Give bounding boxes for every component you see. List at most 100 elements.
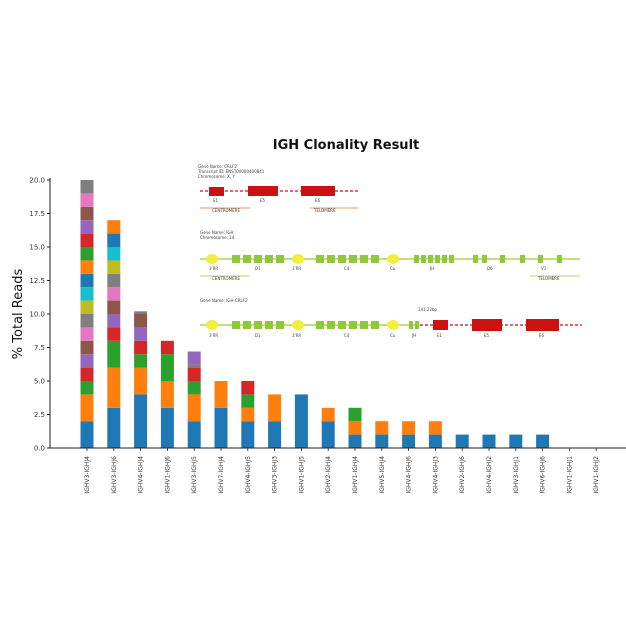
y-tick-label: 17.5 [29, 210, 45, 218]
igh-segment [349, 321, 357, 329]
bar-segment [187, 394, 201, 422]
igh-segment [338, 255, 346, 263]
gene3-label-4: C4 [344, 333, 350, 338]
bar-segment [134, 394, 148, 448]
igh-segment [276, 321, 284, 329]
bar-segment [536, 434, 550, 448]
x-tick-label: IGHV1-IGHJ5 [298, 456, 305, 494]
igh-segment [254, 255, 262, 263]
y-axis: 0.0 2.5 5.0 7.5 10.0 12.5 15.0 17.5 20.0 [29, 177, 50, 453]
igh-segment [243, 321, 251, 329]
bar-segment [107, 287, 121, 301]
bar-segment [80, 367, 94, 381]
igh-segment [265, 255, 273, 263]
bar-segment [80, 260, 94, 274]
bar-segment [375, 421, 389, 435]
igh-segment [520, 255, 525, 263]
bar-segment [455, 434, 469, 448]
gene3-junction: 141.22bp [418, 307, 438, 312]
gene1-header-3: Chromosome: X, Y [198, 174, 235, 179]
gene2-header-2: Chromosome: 14 [200, 235, 235, 240]
bar-segment [107, 340, 121, 368]
bar-segment [160, 381, 174, 408]
gene3-label-6: JH [411, 333, 416, 338]
gene2-label-1: 3'RR [209, 266, 218, 271]
gene3-label-2: D1 [255, 333, 261, 338]
chart-title: IGH Clonality Result [273, 138, 420, 153]
gene2-label-5: Cu [390, 266, 396, 271]
y-tick-label: 15.0 [29, 244, 45, 252]
bar-segment [268, 394, 282, 422]
igh-segment [316, 321, 324, 329]
x-tick-label: IGHV2-IGHJ6 [459, 456, 466, 494]
igh-segment [327, 255, 335, 263]
x-tick-label: IGHV4-IGHJ6 [406, 456, 413, 494]
bar-segment [134, 340, 148, 355]
igh-segment [254, 321, 262, 329]
gene3-label-3: 3'RR [292, 333, 301, 338]
x-tick-label: IGHV3-IGHJ3 [272, 456, 279, 494]
x-tick-label: IGHV1-IGHJ4 [352, 456, 359, 494]
x-tick-label: IGHV3-IGHJ4 [84, 456, 91, 494]
gene2-label-4: C4 [344, 266, 350, 271]
igh-segment [232, 255, 240, 263]
bar-segment [80, 314, 94, 328]
x-tick-label: IGHV4-IGHJ5 [245, 456, 252, 494]
bar-segment [348, 434, 362, 448]
x-tick-label: IGHV2-IGHJ4 [325, 456, 332, 494]
bar-segment [428, 421, 442, 435]
bar-segment [80, 273, 94, 288]
gene3-exon-e5 [472, 319, 502, 331]
gene1-label-e5: E5 [260, 198, 266, 203]
y-tick-label: 20.0 [29, 177, 45, 185]
enhancer-element [206, 320, 218, 330]
gene3-label-9: E6 [539, 333, 545, 338]
bar-segment [294, 394, 308, 448]
bar-segment [80, 287, 94, 301]
bar-segment [107, 260, 121, 274]
bar-segment [80, 206, 94, 221]
bar-segment [107, 407, 121, 448]
bar-segment [80, 180, 94, 194]
gene3-exon-e1 [433, 320, 448, 330]
gene1-right-label: TELOMERE [313, 208, 336, 213]
bar-segment [107, 300, 121, 314]
bar-segment [187, 364, 201, 368]
gene2-label-7: D6 [487, 266, 493, 271]
gene3-diagram: Gene Name: IGH-CRLF2 141.22bp 3'RR D1 3'… [200, 298, 582, 338]
bar-segment [107, 367, 121, 408]
bar-segment [80, 381, 94, 395]
bar-segment [187, 381, 201, 395]
bar-segment [160, 407, 174, 448]
igh-segment [360, 255, 368, 263]
bar-segment [241, 381, 255, 395]
bar-segment [160, 354, 174, 381]
gene2-label-6: JH [429, 266, 434, 271]
gene2-left-label: CENTROMERE [212, 276, 240, 281]
x-axis: IGHV3-IGHJ4 IGHV3-IGHJ6 IGHV4-IGHJ4 IGHV1-I… [84, 448, 600, 494]
bar-segment [80, 193, 94, 207]
igh-segment [276, 255, 284, 263]
bar-segment [241, 394, 255, 408]
bar-segment [80, 354, 94, 368]
bar-segment [134, 354, 148, 368]
igh-segment [414, 255, 419, 263]
gene-diagram-inset: Gene Name: CRLF2 Transcript ID: ENST0000… [197, 164, 582, 338]
igh-segment [265, 321, 273, 329]
gene3-label-8: E5 [484, 333, 490, 338]
bar-segment [80, 340, 94, 355]
bar-segment [348, 407, 362, 422]
igh-segment [428, 255, 433, 263]
igh-segment [232, 321, 240, 329]
igh-segment [409, 321, 413, 329]
igh-segment [482, 255, 487, 263]
bar-segment [107, 273, 121, 288]
x-tick-label: IGHV1-IGHJ2 [593, 456, 600, 494]
x-tick-label: IGHV4-IGHJ3 [432, 456, 439, 494]
igh-segment [371, 255, 379, 263]
gene3-exon-e6 [526, 319, 559, 331]
bar-segment [80, 247, 94, 261]
gene1-left-label: CENTROMERE [212, 208, 240, 213]
igh-segment [500, 255, 505, 263]
